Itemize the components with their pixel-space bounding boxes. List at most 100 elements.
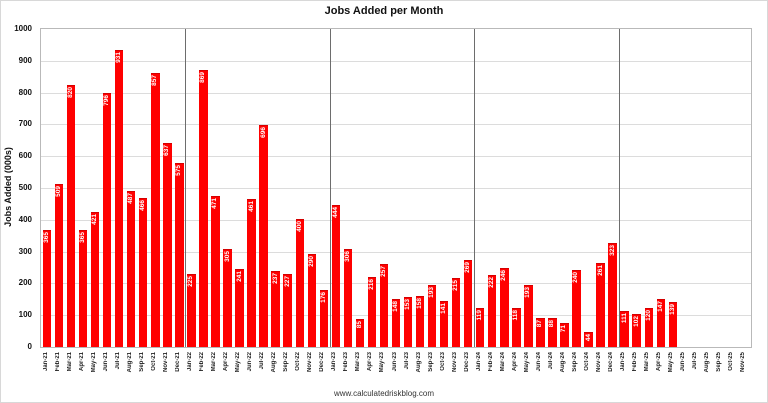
- bar-jun-22: 461: [247, 199, 256, 347]
- bar-value-label: 400: [295, 220, 303, 232]
- x-tick-label: May-21: [90, 352, 97, 373]
- x-tick-label: Jan-23: [331, 352, 338, 372]
- x-tick-label: Mar-24: [499, 352, 506, 372]
- bar-apr-23: 216: [368, 277, 377, 347]
- x-tick-label: Dec-24: [608, 352, 615, 372]
- bar-dec-22: 176: [320, 290, 328, 347]
- bar-value-label: 147: [656, 301, 664, 313]
- x-tick-label: Jun-25: [680, 352, 687, 372]
- bar-aug-22: 237: [271, 270, 280, 347]
- bar-value-label: 857: [151, 75, 159, 87]
- year-separator-line: [329, 29, 331, 347]
- bar-value-label: 120: [644, 309, 652, 321]
- bar-jul-23: 153: [403, 297, 413, 347]
- bar-value-label: 87: [536, 320, 544, 328]
- x-tick-label: Nov-22: [307, 352, 314, 373]
- x-tick-label: Oct-24: [584, 352, 591, 371]
- bar-may-25: 139: [669, 301, 677, 347]
- x-tick-label: Jul-25: [692, 352, 699, 370]
- x-tick-label: Dec-23: [463, 352, 470, 372]
- bar-jun-21: 796: [103, 92, 112, 347]
- bar-nov-22: 290: [307, 253, 316, 347]
- bar-value-label: 85: [355, 320, 363, 329]
- x-tick-label: Feb-25: [632, 352, 639, 372]
- bar-sep-24: 240: [572, 269, 581, 347]
- bar-nov-21: 637: [163, 143, 172, 347]
- x-tick-label: Oct-25: [728, 352, 735, 371]
- x-tick-label: Dec-21: [174, 352, 181, 372]
- bar-value-label: 290: [307, 255, 315, 267]
- gridline: [41, 188, 751, 189]
- bar-value-label: 44: [584, 334, 592, 342]
- x-tick-label: May-25: [668, 352, 675, 373]
- bar-value-label: 466: [139, 199, 147, 211]
- x-tick-label: Jan-21: [42, 352, 49, 372]
- bar-value-label: 421: [90, 214, 98, 225]
- x-tick-label: Dec-22: [319, 352, 326, 372]
- bar-value-label: 227: [283, 275, 291, 287]
- x-tick-label: Nov-23: [451, 352, 458, 373]
- bar-apr-24: 118: [512, 308, 521, 347]
- bar-sep-22: 227: [283, 273, 292, 347]
- bar-value-label: 225: [187, 276, 195, 288]
- y-tick-label: 500: [18, 183, 32, 192]
- bar-value-label: 153: [403, 299, 411, 311]
- bar-value-label: 820: [66, 87, 74, 99]
- x-tick-label: Oct-21: [150, 352, 157, 371]
- y-tick-label: 100: [18, 310, 32, 320]
- x-tick-label: Feb-24: [487, 352, 494, 372]
- x-tick-label: Nov-25: [740, 352, 747, 373]
- bar-value-label: 637: [163, 145, 171, 157]
- bar-jan-23: 444: [331, 204, 341, 347]
- bar-jun-24: 87: [536, 318, 545, 347]
- bar-jan-21: 365: [43, 229, 52, 347]
- x-tick-label: Aug-23: [415, 352, 422, 373]
- x-tick-label: Jul-24: [547, 352, 554, 370]
- bar-jul-22: 696: [259, 124, 268, 347]
- x-tick-label: Jun-22: [247, 352, 254, 372]
- bar-may-23: 257: [379, 264, 389, 347]
- bar-value-label: 102: [632, 315, 640, 327]
- bar-value-label: 237: [271, 272, 279, 284]
- gridline: [41, 60, 751, 62]
- gridline: [41, 92, 751, 94]
- bar-value-label: 471: [211, 198, 219, 210]
- y-tick-label: 1000: [14, 24, 32, 33]
- bar-oct-22: 400: [295, 218, 304, 347]
- bar-value-label: 269: [463, 262, 471, 274]
- y-tick-label: 400: [18, 214, 32, 224]
- y-tick-label: 700: [18, 119, 32, 129]
- bar-value-label: 257: [379, 266, 387, 278]
- bar-value-label: 215: [451, 279, 459, 291]
- x-tick-label: Oct-23: [439, 352, 446, 371]
- bar-apr-25: 147: [656, 299, 665, 347]
- bar-mar-23: 85: [355, 318, 365, 347]
- y-tick-label: 900: [18, 55, 32, 65]
- x-tick-label: Jul-23: [403, 352, 410, 370]
- x-tick-label: Sep-23: [427, 352, 434, 372]
- x-tick-label: Feb-21: [54, 352, 61, 372]
- bar-aug-24: 71: [560, 323, 569, 347]
- bar-value-label: 119: [475, 310, 483, 321]
- bar-value-label: 444: [331, 206, 339, 218]
- bar-jan-24: 119: [475, 308, 485, 347]
- x-tick-label: Jan-25: [620, 352, 627, 372]
- bar-value-label: 148: [391, 300, 399, 312]
- bar-value-label: 176: [319, 292, 327, 303]
- x-tick-label: Jun-24: [535, 352, 542, 372]
- bar-may-22: 241: [235, 269, 244, 347]
- bar-value-label: 365: [78, 231, 86, 243]
- gridline: [41, 251, 751, 253]
- x-tick-label: Mar-21: [66, 352, 73, 372]
- gridline: [41, 283, 751, 285]
- bar-feb-21: 509: [55, 184, 64, 347]
- bar-feb-24: 222: [488, 275, 497, 347]
- x-tick-label: Aug-24: [559, 352, 566, 373]
- x-tick-label: Apr-25: [656, 352, 663, 372]
- bar-value-label: 222: [488, 277, 495, 289]
- x-tick-label: Sep-24: [572, 352, 578, 372]
- bar-sep-23: 193: [428, 284, 437, 347]
- x-axis-ticks: Jan-21 Feb-21 Mar-21 Apr-21 May-21 Jun-21 Jul-…: [40, 350, 752, 390]
- x-tick-label: Jul-21: [114, 352, 121, 370]
